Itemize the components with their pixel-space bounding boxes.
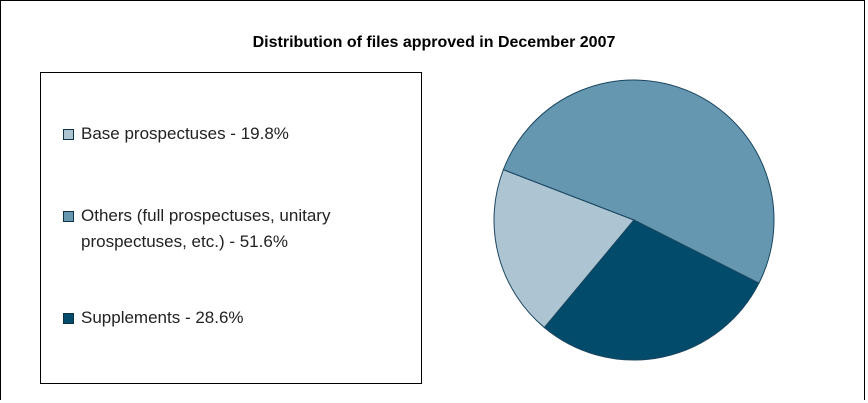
legend-label: Supplements - 28.6% bbox=[81, 308, 244, 327]
legend-entry: Base prospectuses - 19.8% bbox=[63, 121, 413, 147]
pie-slice bbox=[502, 79, 775, 284]
legend: Base prospectuses - 19.8% Others (full pr… bbox=[40, 72, 422, 384]
pie-slice bbox=[493, 168, 635, 329]
chart-title: Distribution of files approved in Decemb… bbox=[252, 34, 616, 51]
legend-label: Base prospectuses - 19.8% bbox=[81, 124, 289, 143]
legend-entry: Others (full prospectuses, unitary prosp… bbox=[63, 203, 413, 255]
pie-slice bbox=[543, 219, 760, 361]
legend-label: Others (full prospectuses, unitary prosp… bbox=[81, 206, 331, 251]
legend-entry: Supplements - 28.6% bbox=[63, 305, 413, 331]
legend-swatch bbox=[63, 211, 74, 222]
legend-swatch bbox=[63, 313, 74, 324]
legend-swatch bbox=[63, 129, 74, 140]
